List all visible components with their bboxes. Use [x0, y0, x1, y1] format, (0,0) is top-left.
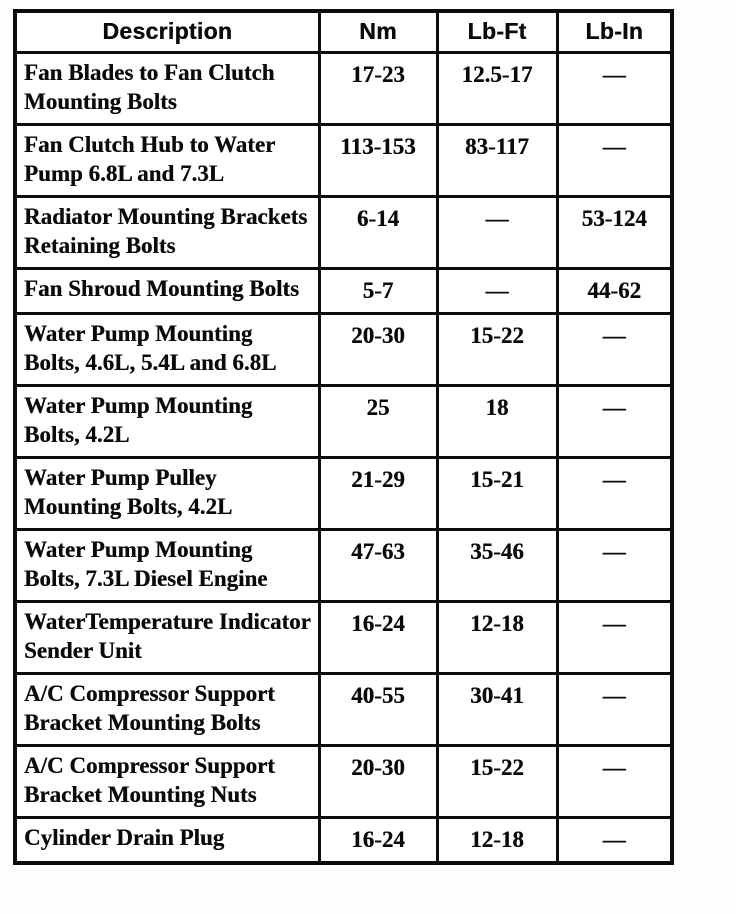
cell-lbft: 35-46 — [435, 528, 559, 603]
cell-lbin: — — [555, 672, 674, 747]
cell-nm: 113-153 — [317, 123, 439, 198]
table-row: WaterTemperature Indicator Sender Unit 1… — [13, 600, 674, 675]
cell-description: Fan Shroud Mounting Bolts — [13, 267, 321, 315]
cell-lbin: — — [555, 123, 674, 198]
cell-lbft: 12.5-17 — [435, 51, 559, 126]
cell-description: A/C Compressor Support Bracket Mounting … — [13, 672, 321, 747]
cell-description: Water Pump Mounting Bolts, 4.6L, 5.4L an… — [13, 312, 321, 387]
cell-lbin: — — [555, 51, 674, 126]
cell-lbft: — — [435, 195, 559, 270]
column-header-lbft: Lb-Ft — [435, 9, 559, 54]
cell-lbft: 18 — [435, 384, 559, 459]
cell-nm: 21-29 — [317, 456, 439, 531]
cell-nm: 6-14 — [317, 195, 439, 270]
table-row: Radiator Mounting Brackets Retaining Bol… — [13, 195, 674, 270]
cell-nm: 16-24 — [317, 600, 439, 675]
cell-lbft: 15-22 — [435, 312, 559, 387]
cell-nm: 25 — [317, 384, 439, 459]
cell-lbin: — — [555, 816, 674, 865]
column-header-description: Description — [13, 9, 321, 54]
table-row: Water Pump Mounting Bolts, 7.3L Diesel E… — [13, 528, 674, 603]
table-header-row: Description Nm Lb-Ft Lb-In — [13, 9, 674, 54]
cell-lbin: 53-124 — [555, 195, 674, 270]
cell-description: Water Pump Mounting Bolts, 4.2L — [13, 384, 321, 459]
cell-lbin: — — [555, 528, 674, 603]
cell-nm: 16-24 — [317, 816, 439, 865]
table-row: Water Pump Mounting Bolts, 4.2L 25 18 — — [13, 384, 674, 459]
cell-lbin: 44-62 — [555, 267, 674, 315]
cell-description: WaterTemperature Indicator Sender Unit — [13, 600, 321, 675]
cell-lbin: — — [555, 312, 674, 387]
cell-description: Fan Blades to Fan Clutch Mounting Bolts — [13, 51, 321, 126]
cell-description: Fan Clutch Hub to Water Pump 6.8L and 7.… — [13, 123, 321, 198]
cell-lbft: 15-22 — [435, 744, 559, 819]
cell-nm: 5-7 — [317, 267, 439, 315]
cell-lbft: 12-18 — [435, 600, 559, 675]
cell-nm: 20-30 — [317, 744, 439, 819]
cell-nm: 20-30 — [317, 312, 439, 387]
table-row: A/C Compressor Support Bracket Mounting … — [13, 672, 674, 747]
cell-lbin: — — [555, 456, 674, 531]
cell-description: Water Pump Pulley Mounting Bolts, 4.2L — [13, 456, 321, 531]
cell-lbft: — — [435, 267, 559, 315]
cell-lbin: — — [555, 744, 674, 819]
cell-lbft: 30-41 — [435, 672, 559, 747]
cell-lbin: — — [555, 384, 674, 459]
table-row: A/C Compressor Support Bracket Mounting … — [13, 744, 674, 819]
cell-description: Cylinder Drain Plug — [13, 816, 321, 865]
cell-lbft: 15-21 — [435, 456, 559, 531]
cell-nm: 40-55 — [317, 672, 439, 747]
cell-lbft: 83-117 — [435, 123, 559, 198]
column-header-lbin: Lb-In — [555, 9, 674, 54]
table-row: Fan Shroud Mounting Bolts 5-7 — 44-62 — [13, 267, 674, 315]
torque-spec-table: Description Nm Lb-Ft Lb-In Fan Blades to… — [13, 9, 674, 865]
cell-nm: 47-63 — [317, 528, 439, 603]
table-row: Cylinder Drain Plug 16-24 12-18 — — [13, 816, 674, 865]
table-row: Water Pump Pulley Mounting Bolts, 4.2L 2… — [13, 456, 674, 531]
table-row: Fan Clutch Hub to Water Pump 6.8L and 7.… — [13, 123, 674, 198]
table-row: Water Pump Mounting Bolts, 4.6L, 5.4L an… — [13, 312, 674, 387]
cell-description: Radiator Mounting Brackets Retaining Bol… — [13, 195, 321, 270]
cell-lbft: 12-18 — [435, 816, 559, 865]
cell-nm: 17-23 — [317, 51, 439, 126]
cell-description: A/C Compressor Support Bracket Mounting … — [13, 744, 321, 819]
column-header-nm: Nm — [317, 9, 439, 54]
table-row: Fan Blades to Fan Clutch Mounting Bolts … — [13, 51, 674, 126]
cell-lbin: — — [555, 600, 674, 675]
cell-description: Water Pump Mounting Bolts, 7.3L Diesel E… — [13, 528, 321, 603]
